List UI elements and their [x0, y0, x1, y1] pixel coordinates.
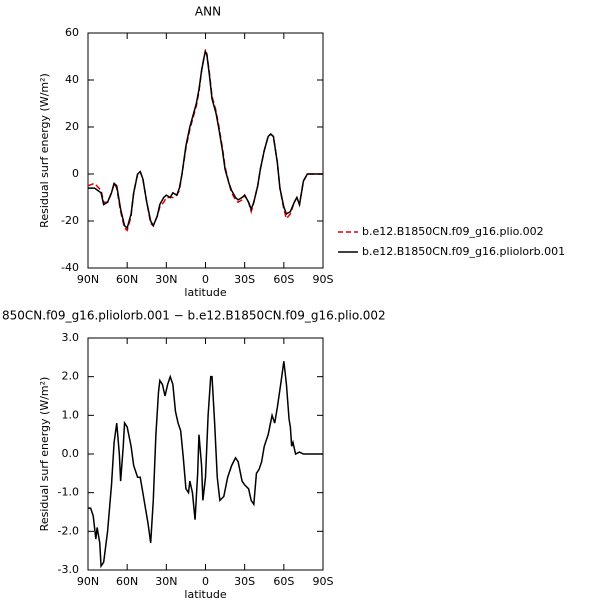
y-tick-label: 0 [72, 167, 79, 180]
y-axis-label: Residual surf energy (W/m²) [38, 377, 51, 532]
x-tick-label: 60N [116, 273, 138, 286]
x-tick-label: 30S [234, 575, 255, 588]
y-tick-label: 3.0 [62, 331, 80, 344]
y-tick-label: 60 [65, 26, 79, 39]
y-tick-label: 1.0 [62, 408, 80, 421]
x-tick-label: 90N [77, 273, 99, 286]
x-tick-label: 90S [313, 273, 334, 286]
x-tick-label: 0 [202, 273, 209, 286]
x-tick-label: 30S [234, 273, 255, 286]
x-tick-label: 90N [77, 575, 99, 588]
y-tick-label: 2.0 [62, 370, 80, 383]
legend-label: b.e12.B1850CN.f09_g16.plio.002 [362, 225, 544, 238]
y-tick-label: -3.0 [58, 563, 79, 576]
data-line [87, 49, 323, 232]
plot-frame [87, 32, 324, 269]
x-tick-label: 90S [313, 575, 334, 588]
y-tick-label: -40 [61, 261, 79, 274]
y-tick-label: 0.0 [62, 447, 80, 460]
chart-title: ANN [195, 5, 221, 19]
x-axis-label: latitude [184, 286, 226, 299]
chart-title: 850CN.f09_g16.pliolorb.001 − b.e12.B1850… [2, 309, 386, 323]
y-tick-label: 40 [65, 73, 79, 86]
x-tick-label: 60N [116, 575, 138, 588]
x-tick-label: 30N [155, 273, 177, 286]
y-tick-label: 20 [65, 120, 79, 133]
y-tick-label: -20 [61, 214, 79, 227]
x-tick-label: 0 [202, 575, 209, 588]
data-line [88, 361, 323, 569]
x-axis-label: latitude [184, 588, 226, 601]
y-tick-label: -1.0 [58, 486, 79, 499]
y-axis-label: Residual surf energy (W/m²) [38, 73, 51, 228]
y-tick-label: -2.0 [58, 524, 79, 537]
data-line [88, 49, 323, 230]
x-tick-label: 60S [273, 273, 294, 286]
legend-label: b.e12.B1850CN.f09_g16.pliolorb.001 [362, 245, 565, 258]
x-tick-label: 30N [155, 575, 177, 588]
x-tick-label: 60S [273, 575, 294, 588]
